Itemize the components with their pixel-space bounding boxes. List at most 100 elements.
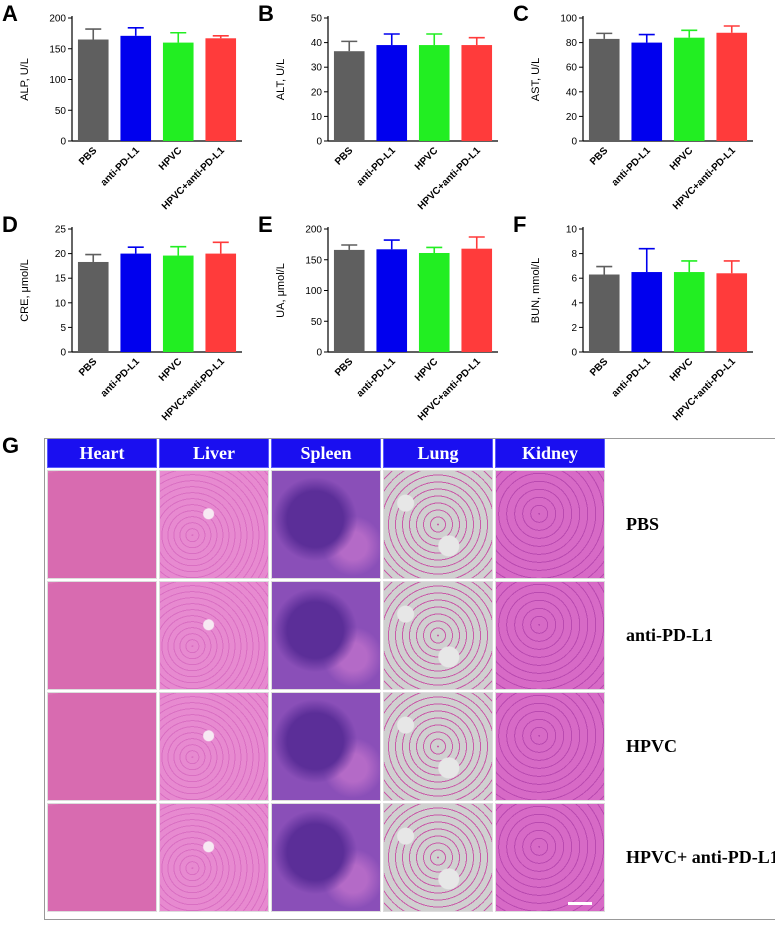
bar [333,249,365,352]
y-tick-label: 100 [305,286,322,297]
tissue-image-lung [383,803,493,912]
y-tick-label: 80 [566,38,578,49]
x-tick-label: HPVC [157,145,184,172]
y-axis-label: CRE, μmol/L [19,259,31,322]
y-tick-label: 0 [60,137,66,148]
x-tick-label: PBS [77,145,100,168]
y-tick-label: 10 [311,112,323,123]
x-tick-label: anti-PD-L1 [610,145,653,188]
y-tick-label: 0 [571,137,577,148]
y-tick-label: 8 [571,249,577,260]
y-axis-label: ALP, U/L [19,58,31,101]
tissue-image-spleen [271,803,381,912]
tissue-image-heart [47,803,157,912]
x-tick-label: PBS [333,356,356,379]
y-tick-label: 20 [311,87,323,98]
y-tick-label: 50 [311,317,323,328]
panel-letter-g: G [2,433,20,458]
y-axis-label: AST, U/L [530,58,542,101]
y-tick-label: 0 [571,348,577,359]
bar [461,248,493,352]
scale-bar [568,902,592,905]
tissue-image-liver [159,581,269,690]
y-tick-label: 150 [305,255,322,266]
panel-letter-a: A [2,1,18,26]
tissue-image-heart [47,470,157,579]
column-header-liver: Liver [159,438,269,468]
y-tick-label: 6 [571,274,577,285]
y-tick-label: 0 [316,137,322,148]
bar [333,51,365,141]
column-header-spleen: Spleen [271,438,381,468]
bar [77,261,109,352]
bar [205,253,237,352]
bar [77,39,109,141]
row-label-anti-pd-l1: anti-PD-L1 [626,625,713,645]
bar [716,32,748,141]
x-tick-label: HPVC [413,356,440,383]
x-tick-label: PBS [588,356,611,379]
x-tick-label: HPVC [668,145,695,172]
bar [673,272,705,352]
y-tick-label: 100 [49,75,66,86]
y-tick-label: 60 [566,63,578,74]
bar [673,37,705,141]
y-tick-label: 25 [55,225,67,236]
bar [376,45,408,142]
y-tick-label: 10 [55,298,67,309]
panel-letter-c: C [513,1,529,26]
x-tick-label: HPVC [668,356,695,383]
row-label-pbs: PBS [626,514,660,534]
bar [461,45,493,142]
histology-grid: Heart Liver Spleen Lung Kidney PBS anti-… [44,438,775,920]
bar [162,255,194,352]
y-tick-label: 5 [60,323,66,334]
column-header-kidney: Kidney [495,438,605,468]
x-tick-label: anti-PD-L1 [99,145,142,188]
tissue-image-spleen [271,581,381,690]
y-tick-label: 10 [566,225,578,236]
y-axis-label: BUN, mmol/L [530,258,542,323]
y-tick-label: 100 [560,14,577,25]
y-tick-label: 0 [60,348,66,359]
tissue-image-kidney [495,803,605,912]
y-tick-label: 30 [311,63,323,74]
tissue-image-kidney [495,470,605,579]
tissue-image-lung [383,692,493,801]
y-tick-label: 150 [49,44,66,55]
tissue-image-lung [383,581,493,690]
bar [631,272,663,352]
row-label-hpvc-anti-pd-l1: HPVC+ anti-PD-L1 [626,847,775,867]
y-tick-label: 200 [305,225,322,236]
y-axis-label: ALT, U/L [275,59,287,100]
tissue-image-liver [159,692,269,801]
tissue-image-spleen [271,692,381,801]
tissue-image-heart [47,581,157,690]
bar [376,249,408,352]
panel-letter-e: E [258,212,273,237]
panel-letter-f: F [513,212,527,237]
x-tick-label: anti-PD-L1 [355,145,398,188]
x-tick-label: PBS [77,356,100,379]
row-label-hpvc: HPVC [626,736,677,756]
bar [120,35,152,141]
y-tick-label: 200 [49,14,66,25]
tissue-image-kidney [495,581,605,690]
y-tick-label: 15 [55,274,67,285]
bar [418,252,450,352]
bar [162,42,194,141]
x-tick-label: PBS [588,145,611,168]
bar [588,38,620,141]
bar [120,253,152,352]
y-tick-label: 0 [316,348,322,359]
panel-letter-d: D [2,212,18,237]
x-tick-label: anti-PD-L1 [355,356,398,399]
panel-letter-b: B [258,1,274,26]
y-tick-label: 40 [566,87,578,98]
x-tick-label: anti-PD-L1 [99,356,142,399]
bar [205,38,237,141]
